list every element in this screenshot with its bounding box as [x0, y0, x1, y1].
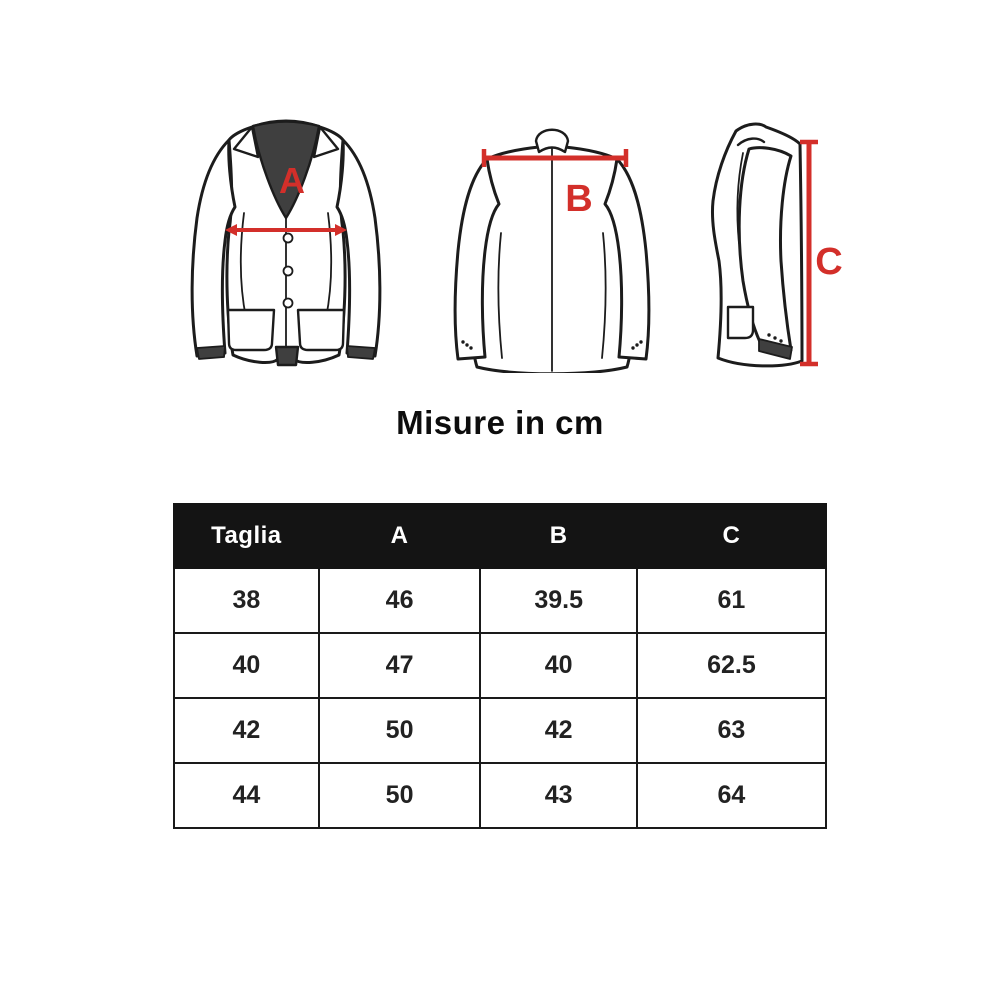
inner-shirt: [251, 120, 321, 220]
front-left-pocket: [226, 308, 276, 352]
button: [282, 265, 294, 277]
cuff-buttons: [767, 333, 783, 343]
column-header-taglia: Taglia: [173, 503, 320, 569]
cell-b: 39.5: [479, 567, 638, 634]
cell-size: 44: [173, 762, 320, 829]
measure-a-arrow: [225, 224, 347, 236]
cell-a: 50: [317, 762, 482, 829]
cell-size: 38: [173, 567, 320, 634]
button: [282, 232, 294, 244]
cell-a: 50: [317, 697, 482, 764]
cell-size: 40: [173, 632, 320, 699]
cell-c: 63: [635, 697, 828, 764]
cell-size: 42: [173, 697, 320, 764]
jacket-side-illustration: C: [711, 122, 843, 368]
column-header-b: B: [479, 503, 638, 569]
cell-c: 64: [635, 762, 828, 829]
side-pocket: [726, 305, 755, 340]
measure-c-arrow: [800, 139, 818, 367]
measure-label-c: C: [815, 241, 842, 283]
cell-a: 46: [317, 567, 482, 634]
table-row: 40 47 40 62.5: [173, 632, 828, 699]
page-title: Misure in cm: [396, 404, 604, 441]
cell-b: 43: [479, 762, 638, 829]
button: [282, 297, 294, 309]
jacket-back-illustration: B: [453, 128, 651, 376]
side-view-diagram: C: [703, 111, 853, 376]
table-row: 38 46 39.5 61: [173, 567, 828, 634]
size-table: Taglia A B C 38 46 39.5 61 40 47 40 62.5…: [173, 503, 828, 829]
column-header-a: A: [317, 503, 482, 569]
front-view-diagram: A: [176, 113, 396, 368]
cell-c: 62.5: [635, 632, 828, 699]
table-row: 44 50 43 64: [173, 762, 828, 829]
front-right-pocket: [296, 308, 346, 352]
back-view-diagram: B: [438, 113, 663, 376]
cell-a: 47: [317, 632, 482, 699]
table-row: 42 50 42 63: [173, 697, 828, 764]
cell-b: 42: [479, 697, 638, 764]
jacket-front-illustration: A: [190, 119, 382, 367]
measure-label-a: A: [279, 160, 305, 201]
size-table-header-row: Taglia A B C: [173, 503, 828, 569]
measure-label-b: B: [565, 178, 592, 220]
cell-b: 40: [479, 632, 638, 699]
cuff-buttons: [461, 340, 643, 350]
column-header-c: C: [635, 503, 828, 569]
cell-c: 61: [635, 567, 828, 634]
measure-b-arrow: [481, 149, 629, 167]
